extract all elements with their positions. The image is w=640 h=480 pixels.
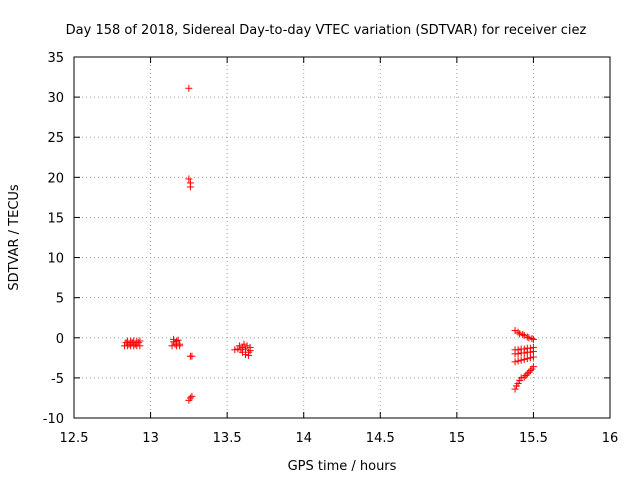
- x-tick-label: 13.5: [213, 431, 242, 446]
- data-point: [520, 355, 528, 363]
- data-point: [511, 385, 519, 393]
- data-point: [234, 345, 242, 353]
- plot-frame: [73, 56, 611, 419]
- data-point: [186, 183, 194, 191]
- data-point: [514, 357, 522, 365]
- y-tick-label: -10: [43, 412, 64, 427]
- data-point: [514, 328, 522, 336]
- data-point: [185, 175, 193, 183]
- data-point: [511, 358, 519, 366]
- data-point: [128, 339, 136, 347]
- y-axis-label: SDTVAR / TECUs: [7, 184, 22, 291]
- data-point: [529, 353, 537, 361]
- y-tick-label: 30: [47, 91, 64, 106]
- data-point: [131, 340, 139, 348]
- data-point: [520, 373, 528, 381]
- data-point: [235, 342, 243, 350]
- data-point: [522, 371, 530, 379]
- y-tick-label: 15: [47, 211, 64, 226]
- data-point: [529, 363, 537, 371]
- data-point: [134, 339, 142, 347]
- x-tick-label: 15.5: [519, 431, 548, 446]
- x-tick-label: 14.5: [366, 431, 395, 446]
- data-point: [243, 342, 251, 350]
- data-point: [525, 368, 533, 376]
- data-point: [526, 367, 534, 375]
- y-tick-label: 35: [47, 51, 64, 66]
- data-point: [176, 342, 184, 350]
- data-point: [186, 394, 194, 402]
- data-points: [121, 84, 537, 404]
- data-point: [514, 350, 522, 358]
- x-tick-label: 16: [602, 431, 619, 446]
- y-tick-label: 5: [56, 292, 64, 307]
- axis-ticks: [73, 56, 611, 419]
- data-point: [529, 335, 537, 343]
- y-tick-label: 10: [47, 252, 64, 267]
- data-point: [525, 334, 533, 342]
- data-point: [520, 331, 528, 339]
- data-point: [174, 336, 182, 344]
- data-point: [516, 330, 524, 338]
- data-point: [240, 340, 248, 348]
- data-point: [185, 84, 193, 92]
- data-point: [170, 335, 178, 343]
- x-tick-labels: 12.5 13 13.5 14 14.5 15 15.5 16: [60, 431, 619, 446]
- x-tick-label: 12.5: [60, 431, 89, 446]
- x-tick-label: 15: [449, 431, 466, 446]
- x-tick-label: 14: [295, 431, 312, 446]
- data-point: [231, 346, 239, 354]
- y-tick-label: 20: [47, 171, 64, 186]
- data-point: [523, 370, 531, 378]
- data-point: [122, 339, 130, 347]
- data-point: [136, 342, 144, 350]
- data-point: [520, 349, 528, 357]
- data-point: [526, 354, 534, 362]
- data-point: [125, 340, 133, 348]
- data-point: [188, 352, 196, 360]
- data-point: [246, 347, 254, 355]
- data-point: [517, 374, 525, 382]
- x-tick-label: 13: [142, 431, 159, 446]
- x-axis-label: GPS time / hours: [288, 459, 397, 474]
- data-point: [519, 331, 527, 339]
- y-tick-label: 25: [47, 131, 64, 146]
- y-tick-label: -5: [51, 372, 64, 387]
- data-point: [245, 351, 253, 359]
- grid: [74, 57, 610, 418]
- data-point: [188, 392, 196, 400]
- chart-title: Day 158 of 2018, Sidereal Day-to-day VTE…: [66, 23, 587, 38]
- y-tick-labels: -10 -5 0 5 10 15 20 25 30 35: [43, 51, 64, 427]
- data-point: [514, 380, 522, 388]
- data-point: [523, 333, 531, 341]
- data-point: [523, 355, 531, 363]
- data-point: [511, 327, 519, 335]
- data-point: [517, 356, 525, 364]
- y-tick-label: 0: [56, 332, 64, 347]
- data-point: [528, 335, 536, 343]
